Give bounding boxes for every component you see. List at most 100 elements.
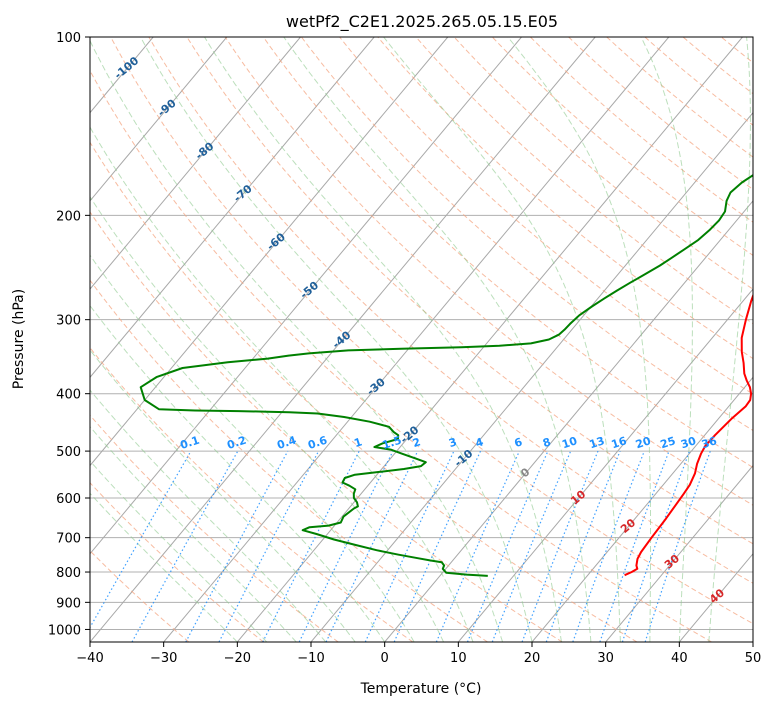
moist-adiabat-line — [90, 195, 445, 642]
mixing-ratio-label: 1 — [352, 435, 363, 450]
moist-adiabat-line — [90, 126, 474, 642]
mixing-ratio-label: 8 — [541, 435, 552, 450]
isotherm-line — [384, 200, 753, 642]
mixing-ratio-line — [572, 450, 645, 642]
mixing-ratio-line — [545, 450, 621, 642]
profile-lines — [139, 173, 753, 577]
dry-adiabat-line — [530, 37, 753, 223]
dry-adiabat-line — [90, 211, 563, 642]
y-tick-label: 700 — [56, 532, 81, 547]
mixing-ratio-label: 16 — [610, 434, 629, 451]
y-axis-label: Pressure (hPa) — [11, 289, 27, 389]
x-tick-label: −30 — [150, 651, 177, 666]
dry-adiabat-line — [90, 550, 190, 642]
dry-adiabat-line — [339, 37, 753, 395]
x-tick-label: 50 — [745, 651, 762, 666]
y-tick-label: 900 — [56, 596, 81, 611]
mixing-ratio-label: 13 — [588, 434, 607, 451]
x-tick-label: −10 — [297, 651, 324, 666]
mixing-ratio-line — [218, 450, 320, 642]
moist-adiabat-line — [507, 37, 652, 642]
mixing-ratio-line — [644, 450, 711, 642]
isotherm-line — [90, 37, 228, 202]
y-tick-label: 800 — [56, 566, 81, 581]
moist-adiabat-line — [90, 460, 268, 642]
isotherm-line — [90, 37, 375, 379]
chart-title: wetPf2_C2E1.2025.265.05.15.E05 — [286, 12, 558, 32]
mixing-ratio-line — [491, 450, 572, 642]
mixing-ratio-line — [466, 450, 549, 642]
line-labels: 0.1 0.2 0.4 0.6 1 1.5 2 3 4 6 8 10 13 16 20 25 30 36-100-… — [112, 54, 727, 606]
mixing-ratio-label: 0.4 — [275, 433, 298, 451]
isotherm-label: -30 — [364, 375, 388, 398]
mixing-ratio-label: 1.5 — [381, 434, 404, 452]
moist-adiabat-line — [383, 37, 621, 642]
moist-adiabat-line — [90, 492, 238, 642]
y-tick-label: 300 — [56, 314, 81, 329]
x-tick-label: −20 — [224, 651, 251, 666]
moist-adiabat-line — [90, 389, 327, 642]
dry-adiabat-line — [90, 141, 638, 642]
plot-frame — [89, 36, 754, 643]
background-lines — [0, 37, 775, 642]
isotherm-line — [678, 552, 753, 642]
mixing-ratio-line — [90, 450, 192, 629]
isotherm-line — [0, 37, 6, 642]
isotherm-label: -100 — [112, 54, 142, 82]
isotherm-line — [90, 37, 449, 467]
dry-adiabat-line — [644, 37, 753, 126]
mixing-ratio-label: 0.6 — [306, 433, 329, 451]
x-axis-label: Temperature (°C) — [360, 681, 482, 697]
dry-adiabat-line — [759, 37, 775, 642]
isotherm-label: -50 — [298, 279, 322, 302]
isotherm-line — [90, 37, 522, 555]
mixing-ratio-line — [185, 450, 289, 642]
dewpoint-profile-line — [139, 173, 753, 577]
moist-adiabat-line — [140, 37, 533, 642]
dry-adiabat-line — [377, 37, 753, 360]
mixing-ratio-label: 0.1 — [179, 434, 202, 452]
dry-adiabat-line — [453, 37, 753, 290]
y-tick-label: 200 — [56, 209, 81, 224]
dry-adiabat-line — [262, 37, 753, 469]
dry-adiabat-line — [301, 37, 753, 432]
mixing-ratio-label: 25 — [659, 434, 678, 451]
y-tick-label: 600 — [56, 492, 81, 507]
isotherm-label: -90 — [155, 96, 179, 119]
moist-adiabat-line — [90, 349, 356, 642]
isotherm-line — [752, 641, 753, 642]
dry-adiabat-line — [186, 37, 753, 545]
mixing-ratio-label: 0.2 — [225, 434, 248, 452]
dry-adiabat-line — [415, 37, 753, 325]
x-tick-label: 0 — [381, 651, 389, 666]
x-tick-label: 40 — [671, 651, 688, 666]
dry-adiabat-line — [148, 37, 753, 584]
moist-adiabat-line — [283, 37, 592, 642]
temperature-profile-line — [624, 293, 753, 577]
dry-adiabat-line — [720, 37, 753, 64]
mixing-ratio-line — [621, 450, 691, 642]
moist-adiabat-line — [90, 425, 297, 642]
moist-adiabat-line — [708, 37, 751, 642]
dry-adiabat-line — [90, 414, 339, 642]
x-tick-label: 30 — [597, 651, 614, 666]
isotherm-label: -60 — [264, 230, 288, 253]
y-tick-label: 500 — [56, 445, 81, 460]
isotherm-label: 40 — [707, 586, 727, 606]
dry-adiabat-line — [682, 37, 753, 95]
y-tick-label: 1000 — [48, 623, 81, 638]
moist-adiabat-line — [90, 254, 415, 642]
x-tick-label: −40 — [76, 651, 103, 666]
isotherm-label: 10 — [568, 487, 588, 507]
isotherm-line — [605, 464, 753, 642]
mixing-ratio-line — [262, 450, 360, 642]
dry-adiabat-line — [110, 37, 753, 625]
dry-adiabat-line — [90, 69, 712, 642]
dry-adiabat-line — [568, 37, 753, 190]
isotherm-line — [531, 376, 753, 642]
dry-adiabat-line — [491, 37, 753, 257]
x-tick-label: 10 — [450, 651, 467, 666]
isotherm-label: -40 — [330, 328, 354, 351]
axes: −40 −30 −20 −10 0 10 20 30 40 5010020030040050060… — [48, 31, 761, 666]
